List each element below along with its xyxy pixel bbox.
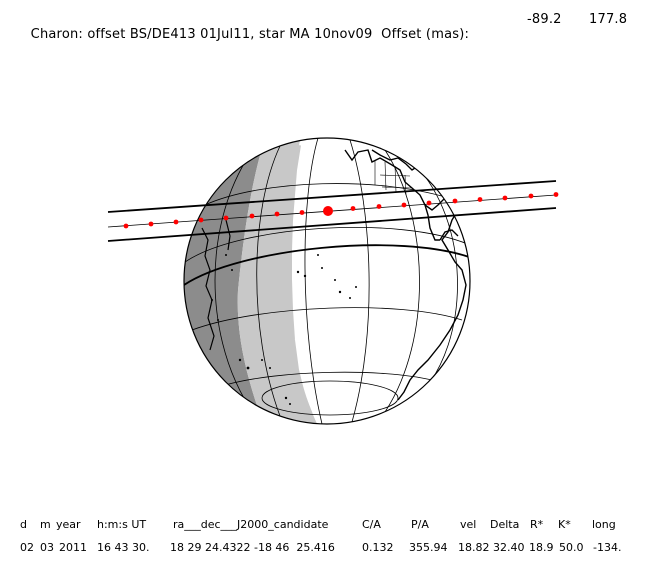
value-hms: 16 43 30.	[97, 541, 150, 554]
col-header-radec: ra___dec___J2000_candidate	[173, 518, 329, 531]
col-header-vel: vel	[460, 518, 477, 531]
shadow-south-limit	[107, 207, 557, 242]
title-text: Charon: offset BS/DE413 01Jul11, star MA…	[30, 27, 470, 42]
col-header-year: year	[56, 518, 81, 531]
offset-y-value: 177.8	[589, 12, 628, 27]
meridians	[214, 138, 470, 424]
table-value-row: 02 03 2011 16 43 30. 18 29 24.4322 -18 4…	[0, 541, 646, 557]
terminator-edge	[286, 144, 313, 417]
value-vel: 18.82	[458, 541, 490, 554]
table-header-row: d m year h:m:s UT ra___dec___J2000_candi…	[0, 518, 646, 534]
parallels	[184, 183, 470, 416]
value-m: 03	[40, 541, 54, 554]
value-rstar: 18.9	[529, 541, 554, 554]
col-header-m: m	[40, 518, 51, 531]
twilight-region	[237, 140, 320, 424]
value-year: 2011	[59, 541, 87, 554]
plot-title: Charon: offset BS/DE413 01Jul11, star MA…	[22, 12, 627, 72]
value-d: 02	[20, 541, 34, 554]
path-time-markers	[123, 192, 559, 229]
western-coastline	[201, 219, 231, 351]
value-radec: 18 29 24.4322 -18 46 25.416	[170, 541, 335, 554]
col-header-kstar: K*	[558, 518, 571, 531]
col-header-d: d	[20, 518, 27, 531]
col-header-long: long	[592, 518, 616, 531]
value-long: -134.	[593, 541, 622, 554]
island-dots	[211, 254, 357, 405]
closest-approach-marker	[323, 206, 333, 216]
offset-x-value: -89.2	[527, 12, 562, 27]
equator-line	[184, 244, 470, 286]
col-header-delta: Delta	[490, 518, 520, 531]
state-borders	[374, 160, 413, 196]
value-kstar: 50.0	[559, 541, 584, 554]
value-ca: 0.132	[362, 541, 394, 554]
shadow-north-limit	[107, 180, 557, 213]
value-pa: 355.94	[409, 541, 448, 554]
col-header-hms: h:m:s UT	[97, 518, 147, 531]
col-header-ca: C/A	[362, 518, 381, 531]
earth-limb	[183, 137, 471, 425]
col-header-pa: P/A	[411, 518, 429, 531]
col-header-rstar: R*	[530, 518, 544, 531]
value-delta: 32.40	[493, 541, 525, 554]
